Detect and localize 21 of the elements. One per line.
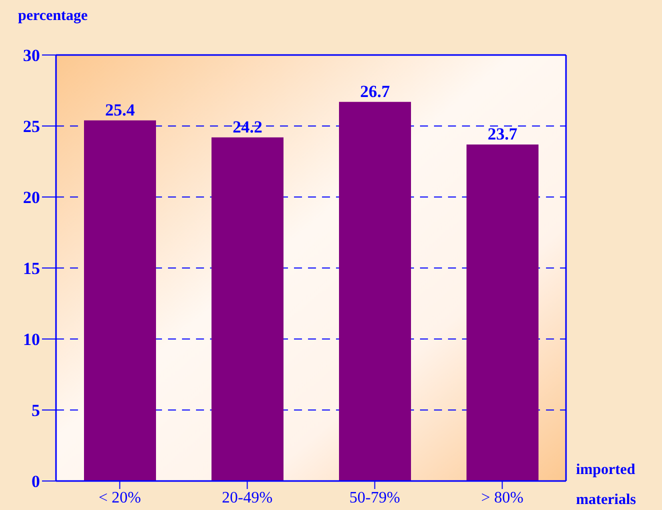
x-axis-title: imported materials: [576, 461, 637, 510]
data-label: 23.7: [488, 124, 518, 144]
data-label: 26.7: [360, 82, 390, 101]
data-label: 25.4: [105, 100, 136, 120]
y-tick-label: 10: [23, 330, 40, 350]
bar: [466, 144, 538, 481]
y-tick-label: 30: [23, 46, 40, 66]
bar: [339, 102, 411, 481]
y-tick-label: 20: [23, 188, 40, 208]
data-label: 24.2: [232, 117, 262, 136]
x-tick-label: 20-49%: [222, 489, 273, 506]
bar: [212, 137, 284, 481]
y-tick-label: 25: [23, 117, 40, 136]
y-axis-title: percentage: [18, 8, 88, 25]
y-tick-label: 5: [32, 401, 40, 420]
x-tick-label: > 80%: [481, 489, 524, 506]
x-tick-label: < 20%: [98, 489, 141, 506]
y-tick-label: 0: [32, 472, 40, 492]
bar: [84, 120, 156, 481]
x-tick-label: 50-79%: [349, 489, 400, 506]
y-tick-label: 15: [23, 259, 40, 278]
